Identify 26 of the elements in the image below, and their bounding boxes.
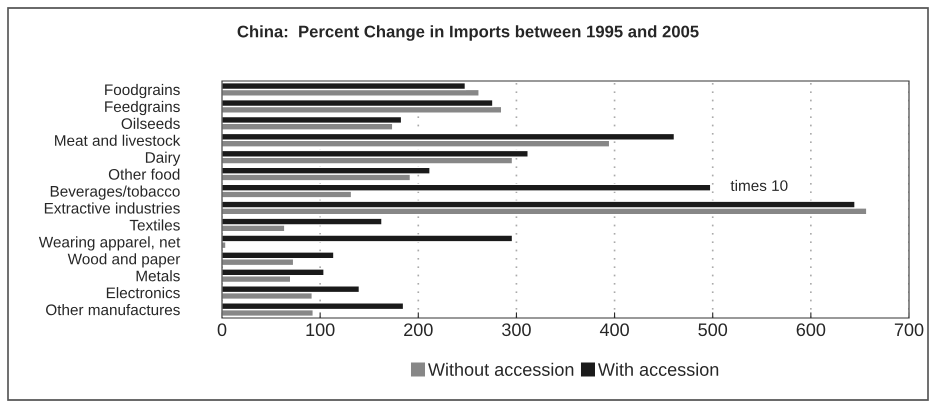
x-tick-label: 400: [600, 323, 629, 336]
x-tick-label: 300: [502, 323, 531, 336]
x-tick-label: 600: [796, 323, 826, 336]
y-tick-label: Wood and paper: [68, 253, 180, 268]
y-tick-label: Electronics: [106, 287, 180, 298]
y-tick-label: Textiles: [130, 219, 180, 231]
legend-label: Without accession: [428, 362, 574, 376]
x-tick-label: 0: [218, 323, 226, 336]
y-tick-label: Foodgrains: [105, 84, 180, 98]
y-tick-label: Feedgrains: [105, 100, 180, 116]
y-tick-label: Wearing apparel, net: [38, 236, 180, 251]
y-tick-label: Extractive industries: [44, 202, 180, 214]
x-tick-label: 200: [404, 323, 433, 336]
x-tick-label: 500: [698, 323, 728, 336]
y-tick-label: Other food: [108, 168, 180, 180]
annotation: times 10: [730, 180, 788, 192]
x-tick-label: 700: [894, 323, 924, 336]
y-tick-label: Beverages/tobacco: [50, 186, 180, 200]
y-tick-label: Oilseeds: [122, 118, 180, 130]
legend-label: With accession: [598, 362, 718, 376]
y-tick-label: Meat and livestock: [55, 134, 180, 146]
y-tick-label: Metals: [136, 270, 180, 282]
chart-title: China: Percent Change in Imports between 1995 and 2005: [238, 25, 699, 41]
x-tick-label: 100: [306, 323, 334, 336]
y-tick-label: Other manufactures: [46, 304, 180, 316]
y-tick-label: Dairy: [146, 152, 180, 166]
